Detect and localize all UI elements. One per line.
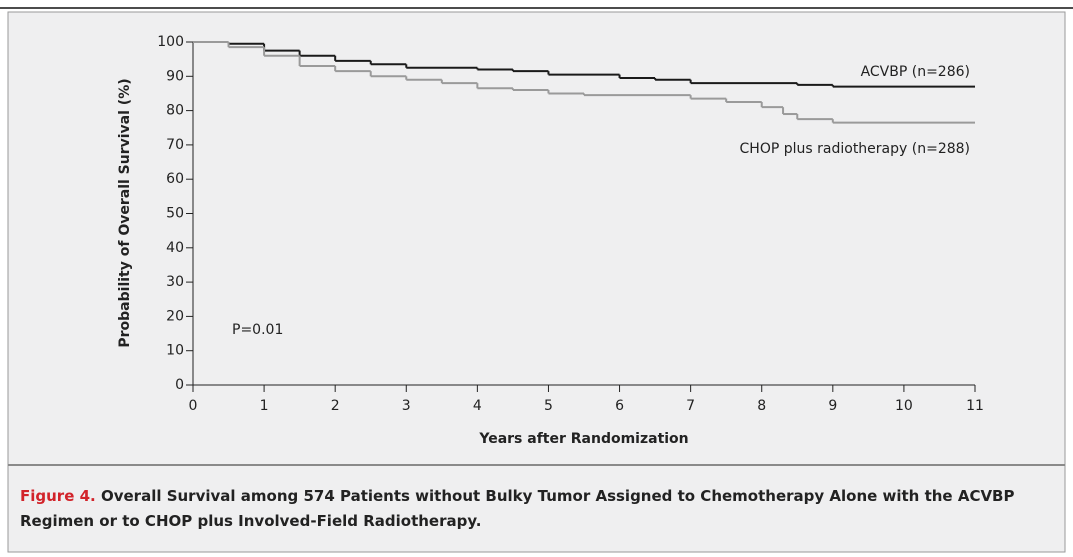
x-tick-label: 11 — [966, 398, 984, 414]
caption: Figure 4. Overall Survival among 574 Pat… — [20, 484, 1050, 534]
y-tick-label: 100 — [157, 34, 184, 50]
x-axis-title: Years after Randomization — [478, 431, 688, 447]
x-tick-label: 4 — [473, 398, 482, 414]
x-tick-label: 7 — [686, 398, 695, 414]
x-tick-label: 5 — [544, 398, 553, 414]
y-tick-label: 90 — [166, 68, 184, 84]
x-tick-label: 2 — [331, 398, 340, 414]
x-tick-label: 6 — [615, 398, 624, 414]
y-tick-label: 50 — [166, 206, 184, 222]
y-tick-label: 0 — [175, 377, 184, 393]
y-tick-label: 20 — [166, 308, 184, 324]
caption-text: Overall Survival among 574 Patients with… — [20, 487, 1015, 530]
y-axis-title: Probability of Overall Survival (%) — [117, 78, 133, 347]
annotation: P=0.01 — [232, 322, 283, 338]
series-label: CHOP plus radiotherapy (n=288) — [740, 141, 970, 157]
y-tick-label: 30 — [166, 274, 184, 290]
series-label: ACVBP (n=286) — [861, 64, 970, 80]
x-tick-label: 9 — [828, 398, 837, 414]
panel — [7, 11, 1066, 553]
x-tick-label: 3 — [402, 398, 411, 414]
y-tick-label: 40 — [166, 240, 184, 256]
x-tick-label: 1 — [260, 398, 269, 414]
y-tick-label: 10 — [166, 343, 184, 359]
y-tick-label: 70 — [166, 137, 184, 153]
x-tick-label: 8 — [757, 398, 766, 414]
y-tick-label: 80 — [166, 103, 184, 119]
figure-label: Figure 4. — [20, 487, 96, 505]
y-tick-label: 60 — [166, 171, 184, 187]
x-tick-label: 10 — [895, 398, 913, 414]
x-tick-label: 0 — [189, 398, 198, 414]
